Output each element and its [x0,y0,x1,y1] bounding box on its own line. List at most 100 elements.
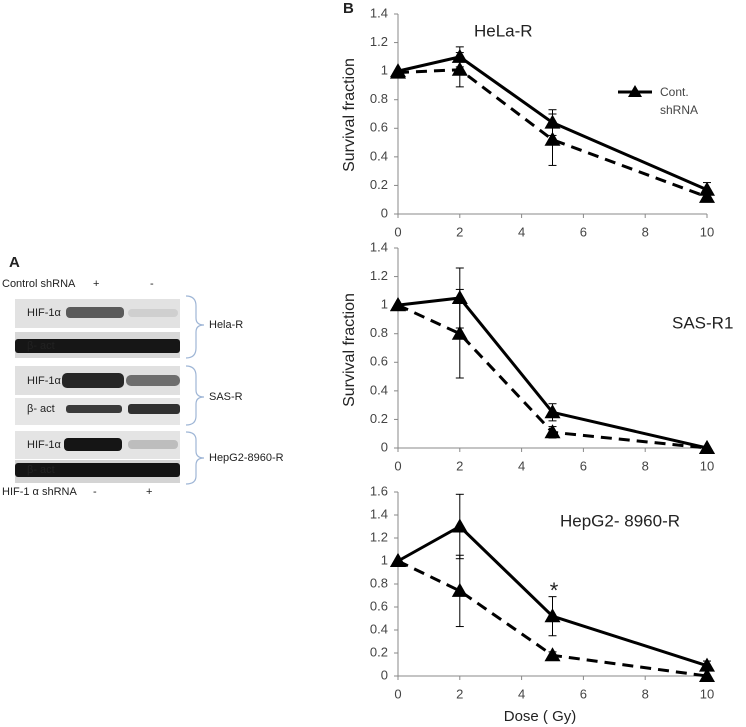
y-tick-label: 1.2 [370,529,388,544]
chart-title: HepG2- 8960-R [560,511,680,530]
x-axis-label: Dose ( Gy) [504,708,577,725]
marker [699,657,715,672]
marker [544,608,561,623]
x-tick-label: 0 [394,686,401,701]
x-tick-label: 0 [394,458,401,473]
y-tick-label: 0 [381,205,388,220]
row-label: HIF-1α [27,439,62,451]
legend: Cont. shRNA [660,85,698,117]
marker [699,668,715,682]
marker [390,64,406,79]
marker [544,647,561,662]
row-label: β- act [27,340,55,352]
panel-label: A [9,254,20,271]
marker [699,440,715,454]
marker [390,297,406,312]
y-tick-label: 0.6 [370,598,388,613]
series-line [397,524,708,668]
marker [544,404,561,419]
lane-sign: + [146,486,152,498]
band [128,309,178,317]
x-tick-label: 4 [518,686,525,701]
y-tick-label: 0.4 [370,148,388,163]
band [126,375,180,386]
row-label: β- act [27,464,55,476]
y-tick-label: 0.2 [370,644,388,659]
blot [15,299,180,483]
marker [699,188,715,203]
x-tick-label: 10 [700,224,714,239]
x-tick-label: 4 [518,458,525,473]
band [64,438,122,451]
x-tick-label: 2 [456,224,463,239]
chart-title: SAS-R1 [672,313,733,332]
group-label: SAS-R [209,391,243,403]
x-tick-label: 2 [456,458,463,473]
y-tick-label: 0.2 [370,411,388,426]
band [128,440,178,449]
y-tick-label: 1.4 [370,5,388,20]
series-line [397,559,708,678]
marker [544,424,561,439]
y-axis-label: Survival fraction [341,293,358,407]
series-line [397,303,708,450]
y-tick-label: 0.6 [370,120,388,135]
x-tick-label: 2 [456,686,463,701]
bracket [185,295,205,359]
x-tick-label: 10 [700,686,714,701]
band [128,404,180,414]
bracket [185,365,205,426]
row-label: β- act [27,403,55,415]
group-label: HepG2-8960-R [209,452,284,464]
x-tick-label: 8 [642,686,649,701]
row-label: HIF-1α [27,307,62,319]
y-tick-label: 1 [381,63,388,78]
y-tick-label: 0.2 [370,177,388,192]
y-tick-label: 1.4 [370,239,388,254]
series-line [397,296,708,450]
hif-shrna-label: HIF-1 α shRNA [2,486,77,498]
row-label: HIF-1α [27,375,62,387]
series-line [397,68,708,199]
y-tick-label: 1.6 [370,483,388,498]
control-shrna-label: Control shRNA [2,278,76,290]
marker [451,325,468,340]
y-tick-label: 1 [381,552,388,567]
y-tick-label: 1.2 [370,34,388,49]
lane-sign: - [93,486,97,498]
bracket [185,431,205,485]
y-tick-label: 0 [381,667,388,682]
marker [390,553,406,567]
lane-sign: - [150,278,154,290]
band [62,373,124,388]
x-tick-label: 6 [580,458,587,473]
x-tick-label: 8 [642,458,649,473]
marker [451,61,468,76]
chart-title: HeLa-R [474,21,533,40]
y-tick-label: 0.8 [370,575,388,590]
marker [544,131,561,146]
band [66,307,124,318]
y-tick-label: 0 [381,439,388,454]
band [15,339,180,353]
panel-label: B [343,0,354,17]
annotation: * [550,578,559,603]
y-tick-label: 0.4 [370,382,388,397]
series-line [397,55,708,192]
y-tick-label: 1 [381,297,388,312]
x-tick-label: 0 [394,224,401,239]
band [15,463,180,477]
legend-marker [628,85,642,97]
x-tick-label: 6 [580,224,587,239]
x-tick-label: 10 [700,458,714,473]
group-label: Hela-R [209,319,243,331]
x-tick-label: 8 [642,224,649,239]
y-tick-label: 1.2 [370,268,388,283]
lane-sign: + [93,278,99,290]
y-tick-label: 0.8 [370,91,388,106]
x-tick-label: 4 [518,224,525,239]
y-tick-label: 0.6 [370,354,388,369]
y-axis-label: Survival fraction [341,58,358,172]
marker [451,582,468,597]
marker [451,518,468,533]
